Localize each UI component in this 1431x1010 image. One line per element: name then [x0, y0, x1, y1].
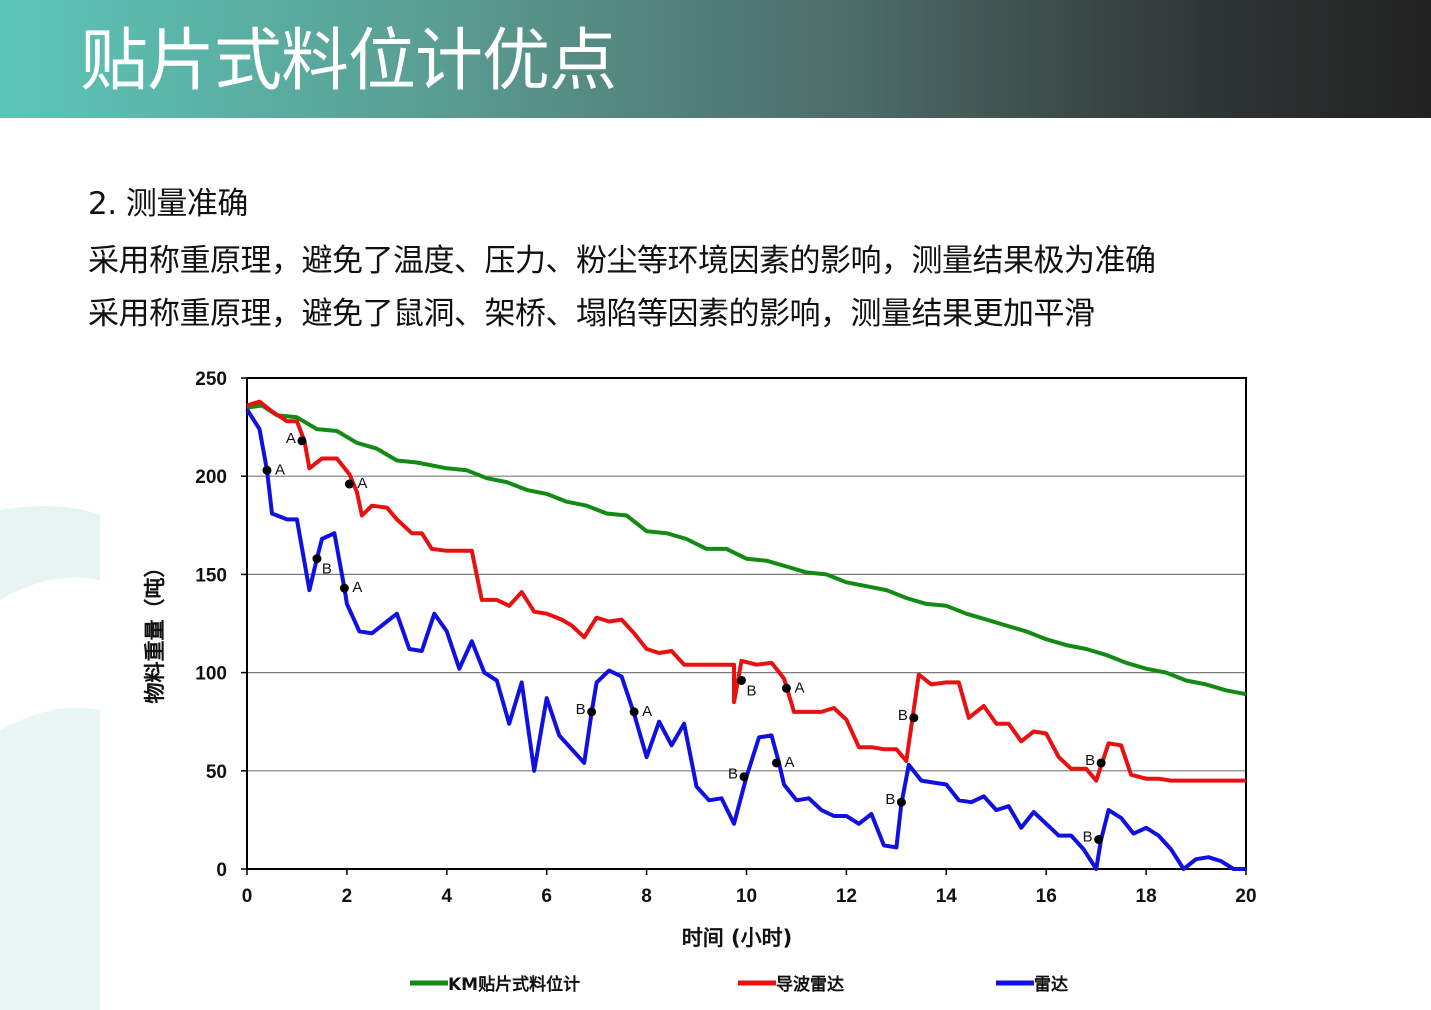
x-tick-label-10: 10	[736, 886, 757, 907]
x-tick-label-0: 0	[242, 886, 253, 907]
x-tick-label-4: 4	[442, 886, 453, 907]
annotation-dot-10	[739, 772, 749, 782]
x-tick-label-6: 6	[541, 886, 552, 907]
decorative-swoosh	[0, 506, 100, 1010]
annotation-label-11: A	[784, 754, 794, 771]
series-lines	[245, 399, 1247, 871]
annotation-label-1: A	[286, 430, 296, 447]
annotation-label-6: B	[747, 682, 757, 699]
x-tick-label-18: 18	[1136, 886, 1157, 907]
annotation-label-15: B	[1083, 829, 1093, 846]
annotation-dot-7	[781, 683, 791, 693]
annotation-dot-14	[1096, 758, 1106, 768]
plot-frame	[246, 377, 1247, 870]
series-line-2	[246, 399, 1246, 783]
series-line-1	[246, 403, 1247, 697]
legend: KM贴片式料位计 导波雷达 雷达	[410, 974, 1068, 995]
series-line-3	[245, 408, 1246, 871]
annotation-dot-4	[312, 554, 322, 564]
annotation-label-12: B	[898, 707, 908, 724]
annotation-label-4: B	[322, 561, 332, 578]
x-axis-label: 时间 (小时)	[682, 926, 793, 950]
annotation-dot-15	[1094, 835, 1104, 845]
annotation-label-8: B	[576, 701, 586, 718]
annotation-label-2: A	[275, 461, 285, 478]
annotation-label-3: A	[357, 475, 367, 492]
annotation-dot-8	[587, 707, 597, 717]
y-tick-label-50: 50	[206, 762, 227, 783]
y-tick-label-200: 200	[195, 467, 227, 488]
x-tick-label-14: 14	[936, 886, 958, 907]
x-tick-label-16: 16	[1036, 886, 1057, 907]
y-tick-label-100: 100	[195, 664, 227, 685]
description-line-2: 采用称重原理，避免了鼠洞、架桥、塌陷等因素的影响，测量结果更加平滑	[88, 296, 1095, 332]
point-heading: 2. 测量准确	[88, 186, 248, 222]
annotation-label-5: A	[352, 579, 362, 596]
description-line-1: 采用称重原理，避免了温度、压力、粉尘等环境因素的影响，测量结果极为准确	[88, 243, 1156, 279]
x-axis-ticks: 0 2 4 6 8 10 12 14 16 18 20	[242, 869, 1257, 907]
annotation-dot-9	[629, 707, 639, 717]
x-tick-label-8: 8	[641, 886, 652, 907]
annotation-dot-5	[339, 583, 349, 593]
title-banner: 贴片式料位计优点	[0, 0, 1431, 118]
annotation-label-9: A	[642, 703, 652, 720]
annotation-dot-12	[909, 713, 919, 723]
x-tick-label-20: 20	[1235, 886, 1256, 907]
y-axis-ticks: 0 50 100 150 200 250	[195, 369, 247, 881]
x-tick-label-12: 12	[836, 886, 857, 907]
annotation-dot-2	[262, 465, 272, 475]
y-tick-label-0: 0	[216, 860, 227, 881]
legend-label-1: KM贴片式料位计	[448, 974, 580, 995]
annotation-label-13: B	[885, 791, 895, 808]
slide-title: 贴片式料位计优点	[80, 22, 617, 101]
y-tick-label-250: 250	[195, 369, 227, 390]
annotation-label-10: B	[728, 766, 738, 783]
y-tick-label-150: 150	[195, 565, 227, 586]
annotation-dot-3	[344, 479, 354, 489]
annotation-label-14: B	[1085, 752, 1095, 769]
annotation-dot-13	[896, 797, 906, 807]
annotation-dot-6	[737, 675, 747, 685]
annotation-label-7: A	[794, 679, 804, 696]
y-axis-label: 物料重量（吨）	[143, 557, 167, 704]
legend-label-2: 导波雷达	[776, 974, 844, 995]
annotation-dot-1	[297, 436, 307, 446]
legend-label-3: 雷达	[1034, 974, 1068, 995]
annotation-dot-11	[771, 758, 781, 768]
x-tick-label-2: 2	[342, 886, 353, 907]
